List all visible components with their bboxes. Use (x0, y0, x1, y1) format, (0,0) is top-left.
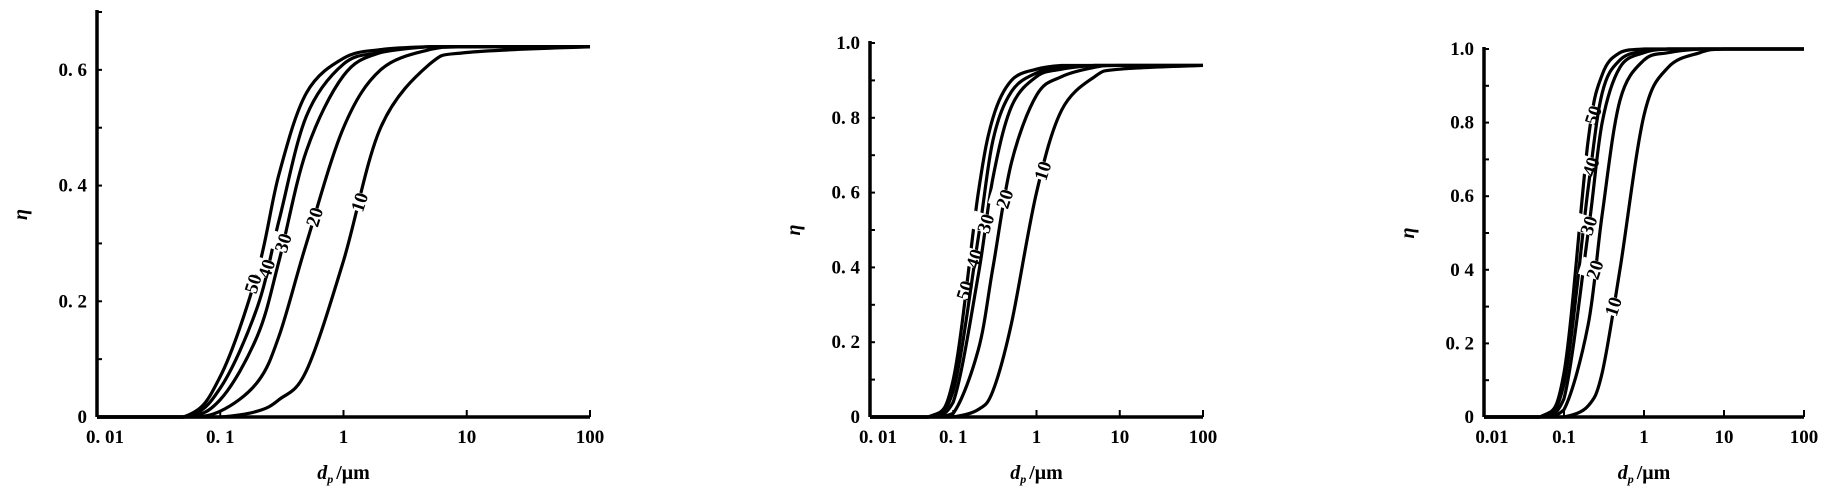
curve-10 (96, 45, 591, 419)
chart-panel-2: 0. 01 0. 1 1 10 100 0 0. 2 0. 4 0. 6 0. 8 1.0 dp/μm… (783, 33, 1217, 486)
y-tick-label: 0. 2 (59, 291, 88, 312)
x-tick-label: 0. 1 (206, 427, 235, 448)
x-axis-title-subscript: p (326, 472, 333, 486)
curve-20 (1483, 47, 1804, 419)
x-tick-label: 10 (1715, 427, 1734, 448)
curve-label-background (342, 189, 377, 216)
curve-50 (1483, 47, 1804, 419)
curve-label-background (1574, 153, 1609, 180)
curve-20 (96, 45, 590, 419)
x-tick-label: 0.01 (1475, 427, 1508, 448)
curve-label-background (1596, 293, 1631, 320)
y-tick-label: 1.0 (836, 33, 860, 54)
y-tick-label: 0. 6 (832, 183, 861, 204)
x-tick-label: 10 (457, 427, 476, 448)
y-axis-title: η (10, 209, 32, 220)
y-tick-label: 0. 8 (832, 108, 861, 129)
y-tick-label: 0. 2 (1446, 333, 1475, 354)
x-axis-title-unit: /μm (1636, 462, 1671, 484)
x-axis-title-subscript: p (1019, 472, 1026, 486)
x-axis-title: dp/μm (1010, 462, 1063, 486)
y-tick-label: 0.8 (1450, 113, 1474, 134)
x-tick-label: 100 (576, 427, 605, 448)
x-axis-title-subscript: p (1627, 472, 1634, 486)
curve-50 (869, 63, 1203, 419)
curve-label-background (987, 185, 1023, 213)
x-tick-label: 0. 01 (86, 427, 124, 448)
y-tick-label: 0 4 (1450, 260, 1474, 281)
y-tick-label: 0. 2 (832, 332, 861, 353)
y-axis-title: η (1397, 227, 1419, 238)
x-tick-label: 10 (1110, 427, 1129, 448)
x-axis-title-symbol: d (317, 462, 328, 484)
curve-30 (1483, 47, 1804, 419)
y-tick-label: 0 (851, 407, 861, 428)
x-tick-label: 1 (1639, 427, 1649, 448)
x-tick-label: 1 (1032, 427, 1042, 448)
x-axis-title-symbol: d (1010, 462, 1021, 484)
curve-40 (869, 63, 1203, 419)
x-axis-title-symbol: d (1618, 462, 1629, 484)
curve-20 (869, 63, 1203, 419)
x-tick-label: 0. 1 (939, 427, 968, 448)
curve-10 (1483, 47, 1804, 419)
y-axis-title: η (783, 224, 805, 235)
y-tick-label: 0. 4 (832, 257, 861, 278)
curve-40 (96, 45, 590, 419)
y-tick-label: 0. 4 (59, 176, 88, 197)
x-tick-label: 1 (339, 427, 349, 448)
curve-label-background (1571, 212, 1607, 239)
curve-label-background (1026, 157, 1061, 185)
y-tick-label: 0 (1465, 407, 1475, 428)
y-tick-label: 0.6 (1450, 186, 1474, 207)
curve-30 (96, 45, 590, 419)
y-tick-label: 0. 6 (59, 60, 88, 81)
curve-label-background (1578, 256, 1613, 283)
curve-30 (869, 63, 1203, 419)
x-tick-label: 100 (1790, 427, 1819, 448)
x-axis-title: dp/μm (1618, 462, 1671, 486)
curve-50 (96, 45, 590, 419)
curve-label-background (968, 210, 1004, 237)
x-axis-title-unit: /μm (335, 462, 370, 484)
x-tick-label: 100 (1189, 427, 1218, 448)
x-axis-title-unit: /μm (1028, 462, 1063, 484)
curve-label-background (297, 203, 332, 231)
y-tick-label: 0 (78, 407, 88, 428)
curve-10 (869, 63, 1204, 419)
curve-40 (1483, 47, 1804, 419)
curve-label-background (266, 229, 301, 257)
x-tick-label: 0.1 (1552, 427, 1576, 448)
x-axis-title: dp/μm (317, 462, 370, 486)
y-tick-label: 1.0 (1450, 39, 1474, 60)
x-tick-label: 0. 01 (859, 427, 897, 448)
